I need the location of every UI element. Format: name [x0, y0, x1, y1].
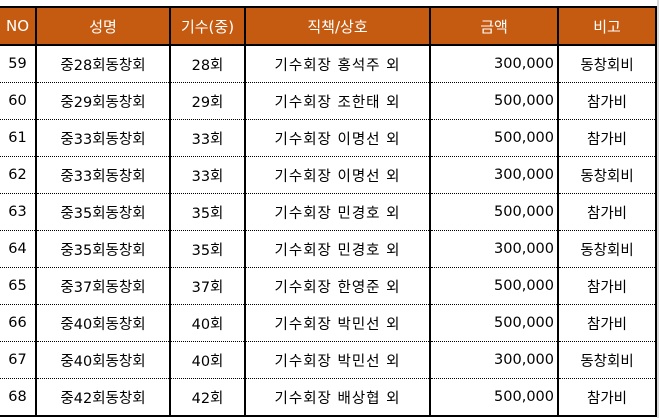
cell-role: 기수회장 이명선 외 [245, 156, 431, 194]
cell-role: 기수회장 박민선 외 [245, 341, 431, 379]
cell-no: 67 [0, 341, 37, 379]
header-role: 직책/상호 [245, 6, 431, 46]
table-row: 61 중33회동창회 33회 기수회장 이명선 외 500,000 참가비 [0, 119, 657, 157]
cell-generation: 28회 [170, 45, 246, 83]
cell-amount: 500,000 [430, 193, 559, 231]
header-no: NO [0, 6, 37, 46]
cell-amount: 300,000 [430, 230, 559, 268]
cell-role: 기수회장 민경호 외 [245, 230, 431, 268]
cell-note: 동창회비 [558, 341, 657, 379]
cell-no: 65 [0, 267, 37, 305]
cell-no: 68 [0, 378, 37, 417]
cell-no: 63 [0, 193, 37, 231]
cell-generation: 37회 [170, 267, 246, 305]
cell-role: 기수회장 민경호 외 [245, 193, 431, 231]
cell-generation: 40회 [170, 304, 246, 342]
cell-name: 중28회동창회 [36, 45, 171, 83]
cell-generation: 40회 [170, 341, 246, 379]
table-row: 68 중42회동창회 42회 기수회장 배상협 외 500,000 참가비 [0, 378, 657, 417]
table-row: 65 중37회동창회 37회 기수회장 한영준 외 500,000 참가비 [0, 267, 657, 305]
cell-generation: 35회 [170, 230, 246, 268]
cell-no: 61 [0, 119, 37, 157]
cell-note: 참가비 [558, 82, 657, 120]
cell-note: 동창회비 [558, 230, 657, 268]
donation-table: NO 성명 기수(중) 직책/상호 금액 비고 59 중28회동창회 28회 기수회장… [0, 6, 657, 417]
cell-generation: 35회 [170, 193, 246, 231]
table-row: 60 중29회동창회 29회 기수회장 조한태 외 500,000 참가비 [0, 82, 657, 120]
table-row: 59 중28회동창회 28회 기수회장 홍석주 외 300,000 동창회비 [0, 45, 657, 83]
cell-note: 참가비 [558, 378, 657, 417]
table-row: 66 중40회동창회 40회 기수회장 박민선 외 500,000 참가비 [0, 304, 657, 342]
cell-role: 기수회장 조한태 외 [245, 82, 431, 120]
header-name: 성명 [36, 6, 171, 46]
cell-generation: 33회 [170, 119, 246, 157]
cell-amount: 500,000 [430, 304, 559, 342]
cell-role: 기수회장 이명선 외 [245, 119, 431, 157]
cell-amount: 500,000 [430, 119, 559, 157]
cell-role: 기수회장 홍석주 외 [245, 45, 431, 83]
cell-note: 참가비 [558, 119, 657, 157]
cell-note: 참가비 [558, 304, 657, 342]
cell-name: 중33회동창회 [36, 156, 171, 194]
header-note: 비고 [558, 6, 657, 46]
table-row: 62 중33회동창회 33회 기수회장 이명선 외 300,000 동창회비 [0, 156, 657, 194]
cell-name: 중35회동창회 [36, 193, 171, 231]
cell-note: 동창회비 [558, 45, 657, 83]
cell-role: 기수회장 박민선 외 [245, 304, 431, 342]
table-row: 67 중40회동창회 40회 기수회장 박민선 외 300,000 동창회비 [0, 341, 657, 379]
cell-name: 중29회동창회 [36, 82, 171, 120]
cell-name: 중35회동창회 [36, 230, 171, 268]
cell-amount: 500,000 [430, 82, 559, 120]
cell-generation: 29회 [170, 82, 246, 120]
cell-no: 60 [0, 82, 37, 120]
cell-name: 중33회동창회 [36, 119, 171, 157]
cell-no: 62 [0, 156, 37, 194]
cell-no: 64 [0, 230, 37, 268]
cell-amount: 300,000 [430, 341, 559, 379]
header-amount: 금액 [430, 6, 559, 46]
header-generation: 기수(중) [170, 6, 246, 46]
cell-name: 중42회동창회 [36, 378, 171, 417]
cell-no: 66 [0, 304, 37, 342]
cell-role: 기수회장 한영준 외 [245, 267, 431, 305]
cell-note: 참가비 [558, 193, 657, 231]
cell-generation: 42회 [170, 378, 246, 417]
cell-name: 중37회동창회 [36, 267, 171, 305]
cell-generation: 33회 [170, 156, 246, 194]
cell-amount: 300,000 [430, 156, 559, 194]
header-row: NO 성명 기수(중) 직책/상호 금액 비고 [0, 6, 657, 46]
cell-amount: 500,000 [430, 267, 559, 305]
cell-amount: 300,000 [430, 45, 559, 83]
cell-note: 참가비 [558, 267, 657, 305]
sheet-edge [657, 0, 659, 418]
table-row: 64 중35회동창회 35회 기수회장 민경호 외 300,000 동창회비 [0, 230, 657, 268]
cell-name: 중40회동창회 [36, 304, 171, 342]
cell-no: 59 [0, 45, 37, 83]
cell-role: 기수회장 배상협 외 [245, 378, 431, 417]
table-row: 63 중35회동창회 35회 기수회장 민경호 외 500,000 참가비 [0, 193, 657, 231]
cell-note: 동창회비 [558, 156, 657, 194]
cell-amount: 500,000 [430, 378, 559, 417]
cell-name: 중40회동창회 [36, 341, 171, 379]
